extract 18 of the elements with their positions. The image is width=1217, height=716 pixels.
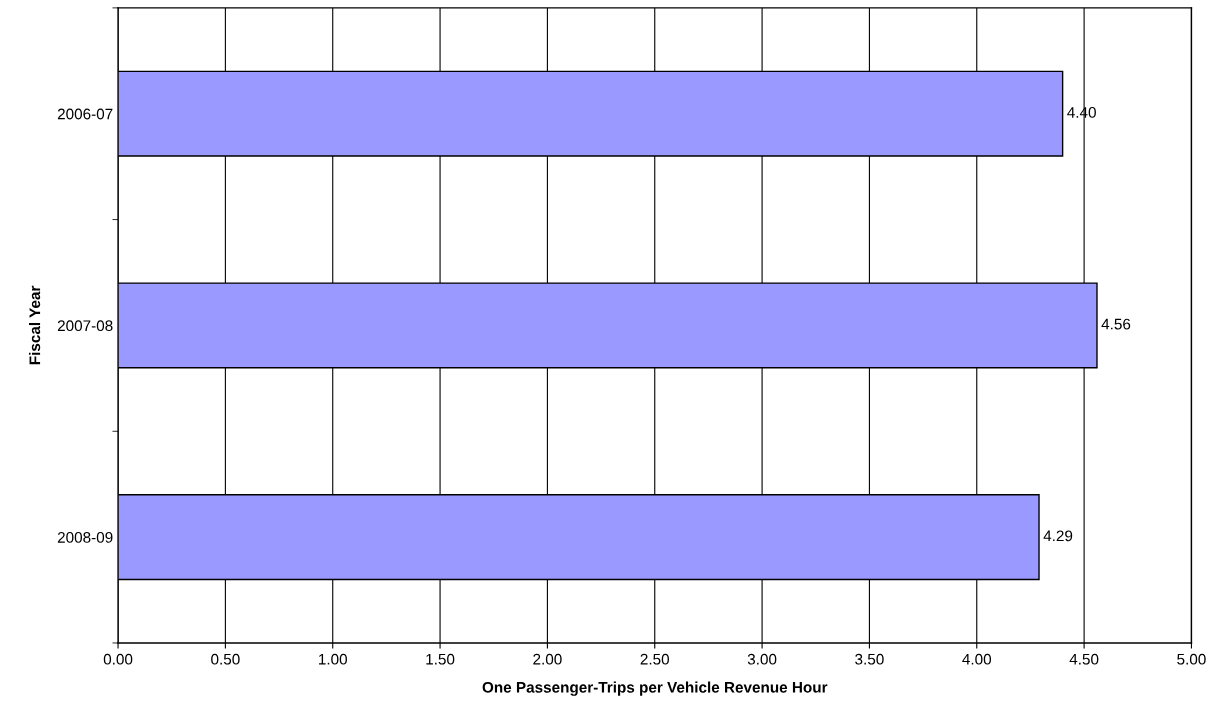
x-tick-label: 4.00 xyxy=(962,653,992,665)
x-tick-label: 2.50 xyxy=(640,653,670,665)
x-tick-label: 5.00 xyxy=(1177,653,1206,665)
x-tick-label: 3.00 xyxy=(747,653,777,665)
x-tick-label: 2.00 xyxy=(533,653,562,665)
x-axis-title: One Passenger-Trips per Vehicle Revenue Hour xyxy=(482,681,828,696)
x-tick-label: 0.50 xyxy=(211,653,240,665)
data-label: 4.56 xyxy=(1101,318,1131,330)
y-tick-label: 2007-08 xyxy=(57,320,113,332)
y-tick-label: 2006-07 xyxy=(57,108,113,120)
x-tick-label: 1.00 xyxy=(319,653,347,665)
x-tick-label: 3.50 xyxy=(855,653,884,665)
data-label: 4.29 xyxy=(1043,530,1073,542)
x-tick-label: 1.50 xyxy=(426,653,455,665)
y-tick-label: 2008-09 xyxy=(57,531,113,543)
x-tick-label: 0.00 xyxy=(103,653,133,665)
y-axis-title: Fiscal Year xyxy=(28,285,41,365)
x-tick-label: 4.50 xyxy=(1069,653,1099,665)
